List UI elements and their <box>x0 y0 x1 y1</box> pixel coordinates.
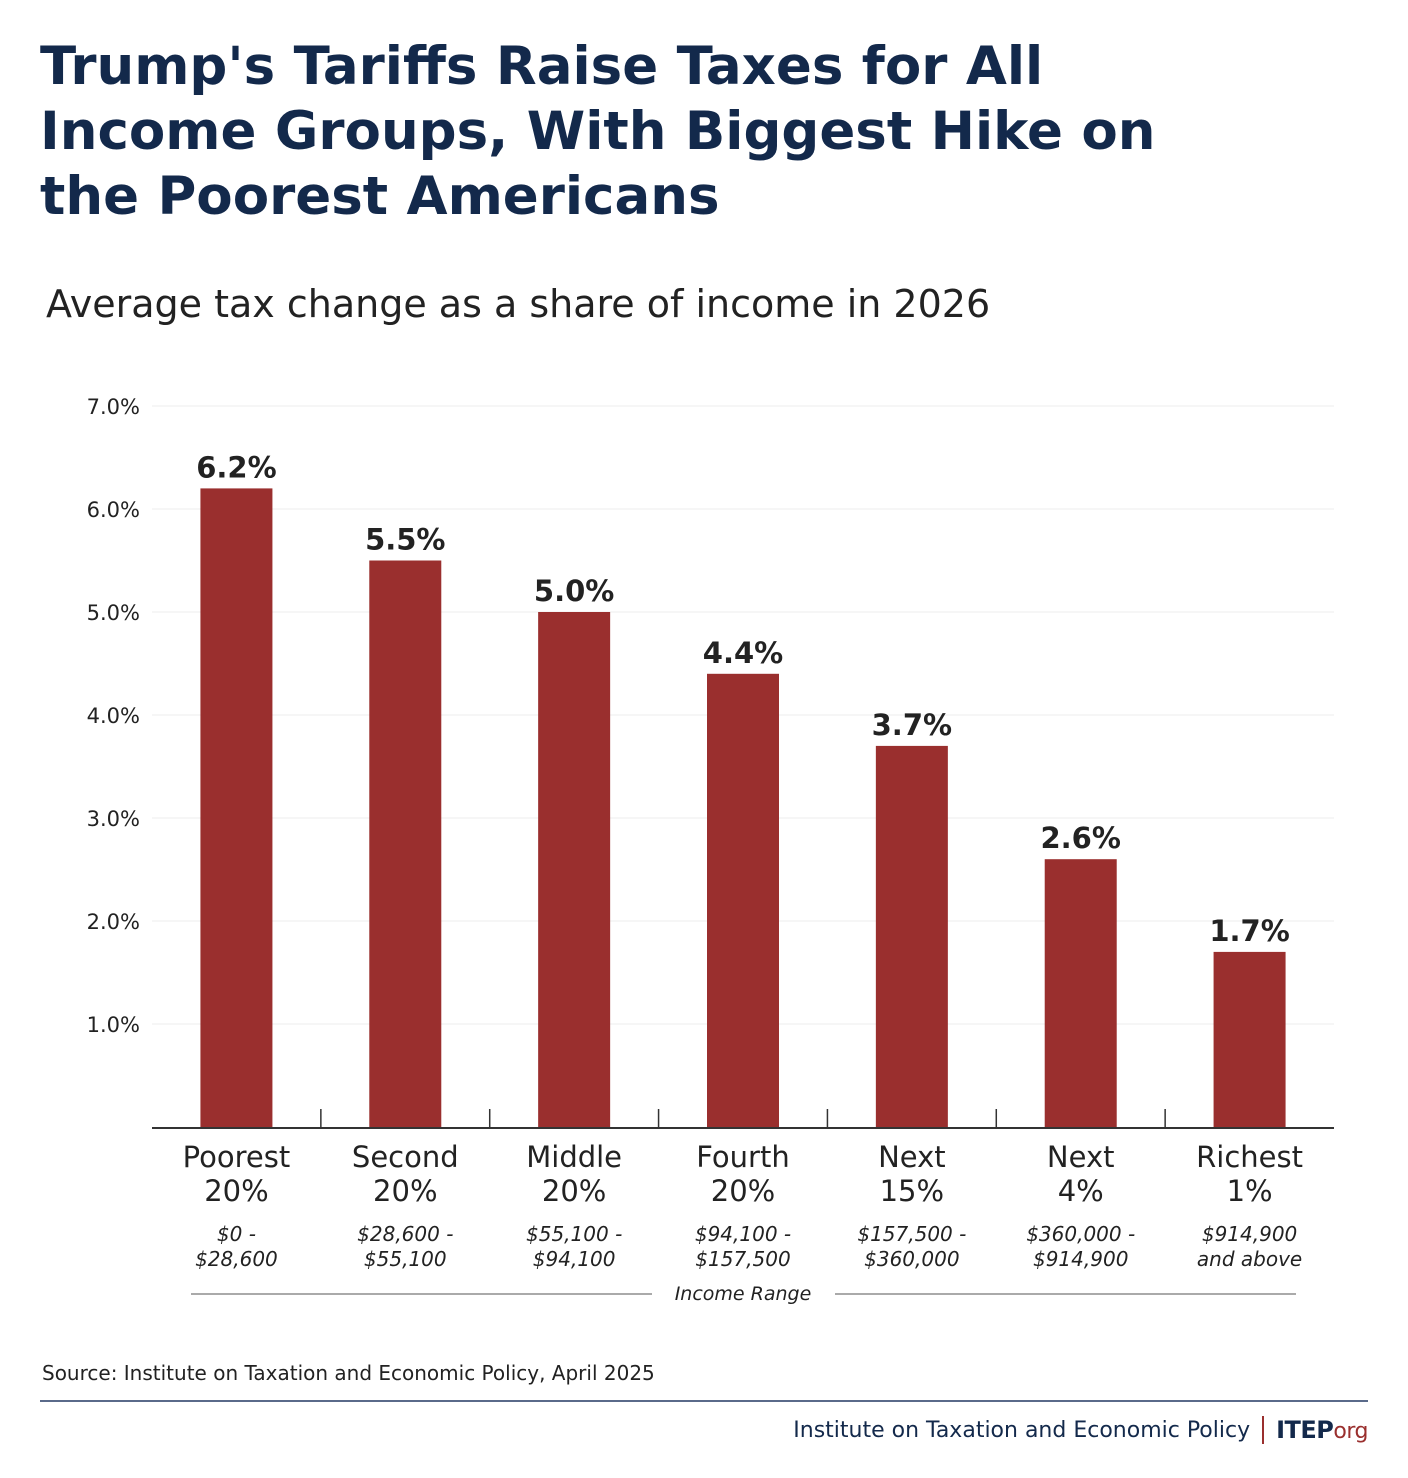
chart-title: Trump's Tariffs Raise Taxes for All Inco… <box>40 36 1156 227</box>
income-range-label: $28,600 - <box>357 1222 453 1246</box>
category-label: Richest <box>1196 1140 1303 1174</box>
category-label: 20% <box>373 1174 437 1208</box>
category-label: Second <box>352 1140 459 1174</box>
category-label: Next <box>1047 1140 1115 1174</box>
category-label: Poorest <box>183 1140 291 1174</box>
y-axis-ticks: 1.0% 2.0% 3.0% 4.0% 5.0% 6.0% 7.0% <box>87 395 140 1037</box>
category-label: 20% <box>711 1174 775 1208</box>
bar-value-label: 5.5% <box>365 523 445 557</box>
y-tick-label: 6.0% <box>87 498 140 522</box>
category-label: Next <box>878 1140 946 1174</box>
category-label: 1% <box>1227 1174 1273 1208</box>
footer: Institute on Taxation and Economic Polic… <box>793 1416 1368 1444</box>
bar <box>369 560 442 1127</box>
income-range-label: $914,900 <box>1202 1222 1297 1246</box>
income-range-label: $157,500 <box>695 1247 790 1271</box>
footer-separator <box>1262 1416 1265 1444</box>
x-axis-label: Income Range <box>675 1283 812 1305</box>
y-tick-label: 4.0% <box>87 704 140 728</box>
category-label: 20% <box>542 1174 606 1208</box>
bar <box>707 673 779 1127</box>
bar-chart: 1.0% 2.0% 3.0% 4.0% 5.0% 6.0% 7.0% 6.2% 5.5% 5.0… <box>87 395 1334 1305</box>
bar <box>1213 951 1286 1127</box>
bar <box>1044 859 1117 1127</box>
y-tick-label: 7.0% <box>87 395 140 419</box>
bar-value-label: 4.4% <box>703 636 783 670</box>
x-axis <box>152 1109 1334 1129</box>
bars <box>200 488 1286 1127</box>
income-range-label: $914,900 <box>1033 1247 1128 1271</box>
y-tick-label: 5.0% <box>87 601 140 625</box>
footer-divider <box>40 1400 1368 1402</box>
bar-value-label: 1.7% <box>1209 914 1289 948</box>
source-note: Source: Institute on Taxation and Econom… <box>42 1361 655 1385</box>
y-tick-label: 1.0% <box>87 1013 140 1037</box>
income-range-label: $360,000 <box>864 1247 959 1271</box>
itep-logo: ITEPorg <box>1276 1416 1368 1444</box>
bar <box>538 612 611 1127</box>
income-range-label: $0 - <box>217 1222 256 1246</box>
bar-value-label: 3.7% <box>872 708 952 742</box>
logo-suffix: org <box>1333 1419 1368 1444</box>
income-range-label: $360,000 - <box>1026 1222 1135 1246</box>
chart-subtitle: Average tax change as a share of income … <box>46 282 991 326</box>
bar-value-label: 2.6% <box>1040 821 1120 855</box>
category-label: 20% <box>204 1174 268 1208</box>
category-label: 15% <box>880 1174 944 1208</box>
income-range-label: $55,100 <box>364 1247 447 1271</box>
bar-value-label: 5.0% <box>534 574 614 608</box>
category-label: 4% <box>1058 1174 1104 1208</box>
category-label: Fourth <box>696 1140 789 1174</box>
bar-value-label: 6.2% <box>196 450 276 484</box>
bar <box>200 488 273 1127</box>
y-tick-label: 3.0% <box>87 807 140 831</box>
income-range-label: $157,500 - <box>857 1222 966 1246</box>
income-range-label: $28,600 <box>195 1247 278 1271</box>
bar <box>875 745 948 1127</box>
category-label: Middle <box>526 1140 622 1174</box>
income-range-label: $55,100 - <box>526 1222 622 1246</box>
footer-org-name: Institute on Taxation and Economic Polic… <box>793 1417 1251 1443</box>
data-labels: 6.2% 5.5% 5.0% 4.4% 3.7% 2.6% 1.7% <box>196 450 1290 948</box>
income-range-label: $94,100 <box>533 1247 616 1271</box>
logo-main: ITEP <box>1276 1416 1334 1444</box>
y-tick-label: 2.0% <box>87 910 140 934</box>
income-range-label: and above <box>1197 1247 1302 1271</box>
income-range-label: $94,100 - <box>695 1222 791 1246</box>
